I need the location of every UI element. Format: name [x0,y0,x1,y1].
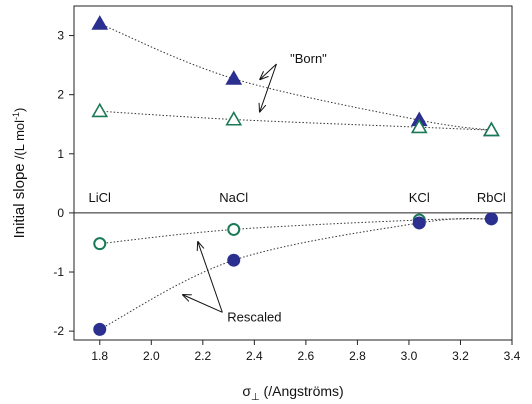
circle-point [227,253,241,267]
x-tick-label: 2.2 [194,349,211,363]
circle-point [412,216,426,230]
x-tick-label: 2.0 [143,349,160,363]
series-curve [99,23,492,131]
x-axis-subscript: ⊥ [251,392,260,403]
triangle-point [483,121,500,137]
triangle-point [225,70,243,85]
annotation-label: "Born" [290,51,327,66]
annotation-arrow [260,63,277,112]
category-label: LiCl [89,190,112,205]
y-tick-label: -2 [53,324,64,338]
y-axis-units-close: ) [12,108,27,112]
triangle-point [225,110,243,126]
x-axis-label: σ⊥ (/Angströms) [242,383,343,403]
annotation-label: Rescaled [227,309,281,324]
x-tick-label: 2.8 [349,349,366,363]
annotation-arrow [260,63,277,80]
x-tick-label: 3.0 [401,349,418,363]
triangle-point [91,15,109,30]
category-label: RbCl [477,190,506,205]
series-curve [99,218,492,330]
y-axis-units: /(L mol [12,120,27,159]
y-tick-label: -1 [53,265,64,279]
y-tick-label: 1 [57,147,64,161]
circle-point [93,237,107,251]
x-tick-label: 2.6 [298,349,315,363]
y-axis-units-exponent: -1 [11,112,21,120]
series-curve [99,110,492,131]
x-axis-units: (/Angströms) [260,383,344,399]
triangle-point [410,118,428,134]
annotation-arrow [198,241,223,313]
y-axis-title: Initial slope [11,159,28,238]
plot-frame [73,5,513,341]
x-tick-label: 2.4 [246,349,263,363]
triangle-point [91,102,109,118]
annotation-arrow [182,294,223,313]
plot-area: 1.8 2.0 2.2 2.4 2.6 2.8 3.0 3.2 3.4 -2 -1 0 1 2 3 LiCl N… [11,5,521,403]
x-tick-label: 3.4 [504,349,521,363]
y-tick-label: 3 [57,29,64,43]
circle-point [227,222,241,236]
y-axis-label: Initial slope /(L mol-1) [11,108,28,239]
y-tick-label: 0 [57,206,64,220]
x-tick-label: 1.8 [91,349,108,363]
y-tick-label: 2 [57,88,64,102]
x-axis-symbol: σ [242,383,251,399]
x-tick-label: 3.2 [452,349,469,363]
circle-point [93,322,107,336]
category-label: KCl [409,190,430,205]
series-curve [99,218,492,245]
circle-point [484,212,498,226]
category-label: NaCl [219,190,248,205]
